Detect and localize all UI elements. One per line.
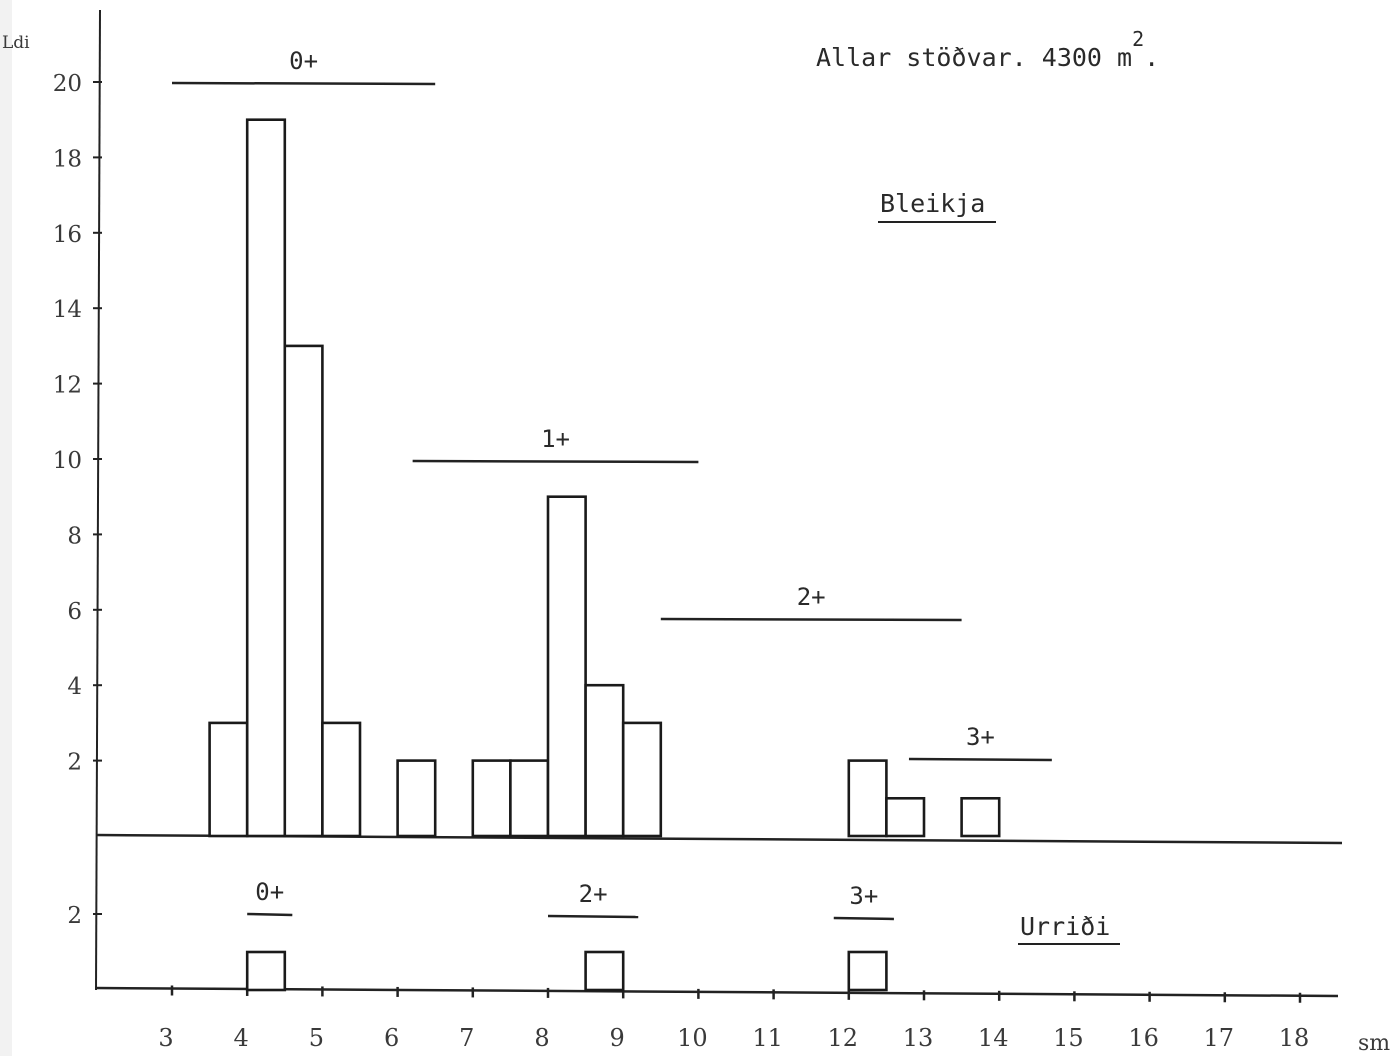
age-group-line	[247, 912, 293, 917]
y-tick-label: 12	[53, 373, 82, 399]
y-tick-label: 2	[67, 903, 82, 929]
bars-bleikja	[208, 118, 1001, 838]
baseline-lower	[95, 986, 1339, 998]
age-groups-bleikja: 0+ 1+ 2+ 3+	[171, 47, 1052, 762]
bar	[283, 344, 324, 838]
bars-urridi	[245, 950, 888, 992]
x-tick-label: 15	[1053, 1024, 1084, 1052]
x-tick-label: 7	[459, 1024, 474, 1052]
x-tick-label: 9	[610, 1024, 625, 1052]
x-tick-label: 11	[752, 1024, 783, 1052]
bar	[885, 796, 926, 838]
age-group-label: 3+	[966, 723, 995, 751]
series-label-urridi: Urriði	[1020, 912, 1110, 941]
bar	[245, 118, 287, 838]
age-group-label: 1+	[541, 425, 570, 453]
bar	[245, 950, 287, 992]
bar	[847, 759, 888, 838]
bar	[960, 796, 1001, 838]
y-ticks-upper: 2 4 6 8 10 12 14 16 18 20	[53, 71, 102, 776]
age-group-line	[412, 459, 699, 464]
x-tick-label: 17	[1204, 1024, 1235, 1052]
age-group-label: 0+	[255, 878, 284, 906]
y-ticks-lower: 2	[67, 903, 102, 929]
x-tick-label: 18	[1279, 1024, 1310, 1052]
x-tick-label: 6	[384, 1024, 399, 1052]
x-tick-label: 10	[677, 1024, 708, 1052]
chart-title-superscript: 2	[1132, 27, 1144, 51]
age-group-line	[908, 757, 1052, 762]
x-tick-label: 4	[234, 1024, 249, 1052]
bar	[396, 759, 437, 838]
x-tick-label: 13	[903, 1024, 934, 1052]
x-tick-label: 8	[534, 1024, 549, 1052]
bar	[471, 759, 512, 838]
y-tick-label: 14	[53, 297, 82, 323]
x-axis-unit: sm	[1358, 1031, 1390, 1056]
bar	[847, 950, 888, 992]
x-tick-label: 16	[1128, 1024, 1159, 1052]
age-group-line	[171, 81, 436, 86]
age-group-line	[547, 914, 639, 919]
bar	[546, 495, 587, 838]
y-axis-line	[95, 9, 101, 991]
bar	[321, 721, 362, 838]
bar	[509, 759, 550, 838]
x-tick-label: 12	[828, 1024, 859, 1052]
y-axis-label: Ldi	[2, 33, 30, 53]
age-group-label: 2+	[579, 880, 608, 908]
series-label-bleikja: Bleikja	[880, 189, 985, 218]
y-tick-label: 20	[53, 71, 82, 97]
age-group-line	[660, 617, 962, 622]
age-groups-urridi: 0+ 2+ 3+	[247, 878, 894, 921]
y-tick-label: 10	[53, 448, 82, 474]
x-tick-label: 5	[309, 1024, 324, 1052]
age-group-label: 2+	[797, 583, 826, 611]
scan-edge	[0, 0, 12, 1056]
age-group-label: 0+	[289, 47, 318, 75]
age-group-line	[833, 916, 894, 921]
y-tick-label: 8	[67, 523, 82, 549]
chart-title: Allar stöðvar. 4300 m2.	[816, 27, 1159, 72]
y-tick-label: 16	[53, 222, 82, 248]
y-tick-label: 2	[67, 750, 82, 776]
chart-title-suffix: .	[1144, 43, 1159, 72]
bar	[584, 683, 625, 838]
bar	[584, 950, 625, 992]
y-tick-label: 6	[67, 599, 82, 625]
x-tick-label: 3	[158, 1024, 173, 1052]
y-tick-label: 18	[53, 146, 82, 172]
chart-title-main: Allar stöðvar. 4300 m	[816, 43, 1132, 72]
bar	[621, 721, 663, 838]
x-tick-label: 14	[978, 1024, 1009, 1052]
y-tick-label: 4	[67, 674, 82, 700]
age-group-label: 3+	[849, 882, 878, 910]
bar	[208, 721, 249, 838]
x-ticks: 3 4 5 6 7 8 9 10 11 12 13 14 15 16 17 18	[158, 985, 1309, 1052]
